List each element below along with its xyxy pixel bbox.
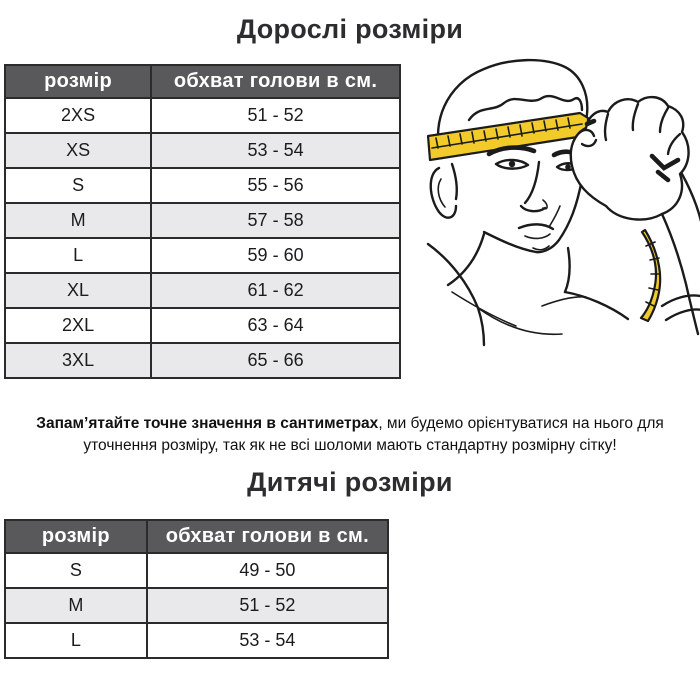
range-cell: 59 - 60 [150, 237, 401, 274]
size-cell: 2XS [3, 97, 153, 134]
table-header-row: розмір обхват голови в см. [4, 519, 390, 554]
range-cell: 61 - 62 [150, 272, 401, 309]
table-row: S 49 - 50 [4, 552, 390, 589]
table-row: L 59 - 60 [3, 237, 401, 274]
circumference-column-header: обхват голови в см. [150, 64, 401, 99]
range-cell: 53 - 54 [150, 132, 401, 169]
range-cell: 51 - 52 [150, 97, 401, 134]
face-features [486, 145, 582, 251]
size-cell: M [3, 202, 153, 239]
note-bold-text: Запам’ятайте точне значення в сантиметра… [36, 415, 379, 432]
note-regular-text: , ми будемо орієнтуватися на нього для у… [83, 415, 664, 455]
range-cell: 51 - 52 [145, 587, 390, 624]
kids-sizes-title: Дитячі розміри [247, 467, 453, 497]
kids-size-table-container: розмір обхват голови в см. S 49 - 50 M 51 … [4, 519, 390, 659]
adult-size-table-container: розмір обхват голови в см. 2XS 51 - 52 XS… [3, 64, 401, 379]
measuring-tape-band [426, 111, 590, 162]
table-row: XL 61 - 62 [3, 272, 401, 309]
adult-sizes-title: Дорослі розміри [236, 14, 464, 44]
kids-size-table: розмір обхват голови в см. S 49 - 50 M 51 … [4, 519, 390, 659]
table-row: XS 53 - 54 [3, 132, 401, 169]
size-cell: M [4, 587, 148, 624]
hand-holding-tape [569, 95, 700, 336]
range-cell: 63 - 64 [150, 307, 401, 344]
range-cell: 55 - 56 [150, 167, 401, 204]
size-column-header: розмір [3, 64, 153, 99]
size-column-header: розмір [4, 519, 148, 554]
table-header-row: розмір обхват голови в см. [3, 64, 401, 99]
table-row: M 51 - 52 [4, 587, 390, 624]
size-cell: L [3, 237, 153, 274]
circumference-column-header: обхват голови в см. [145, 519, 390, 554]
range-cell: 53 - 54 [145, 622, 390, 659]
table-row: M 57 - 58 [3, 202, 401, 239]
size-cell: XS [3, 132, 153, 169]
size-cell: XL [3, 272, 153, 309]
table-row: 2XL 63 - 64 [3, 307, 401, 344]
size-cell: S [3, 167, 153, 204]
range-cell: 49 - 50 [145, 552, 390, 589]
neck-and-shoulders [426, 232, 630, 347]
table-row: 2XS 51 - 52 [3, 97, 401, 134]
table-row: S 55 - 56 [3, 167, 401, 204]
measurement-note: Запам’ятайте точне значення в сантиметра… [24, 413, 676, 458]
range-cell: 65 - 66 [150, 342, 401, 379]
range-cell: 57 - 58 [150, 202, 401, 239]
head-measurement-illustration [422, 56, 700, 408]
hanging-tape-end [639, 228, 662, 323]
size-cell: 2XL [3, 307, 153, 344]
size-cell: S [4, 552, 148, 589]
adult-size-table: розмір обхват голови в см. 2XS 51 - 52 XS… [3, 64, 401, 379]
table-row: L 53 - 54 [4, 622, 390, 659]
size-cell: 3XL [3, 342, 153, 379]
size-cell: L [4, 622, 148, 659]
table-row: 3XL 65 - 66 [3, 342, 401, 379]
